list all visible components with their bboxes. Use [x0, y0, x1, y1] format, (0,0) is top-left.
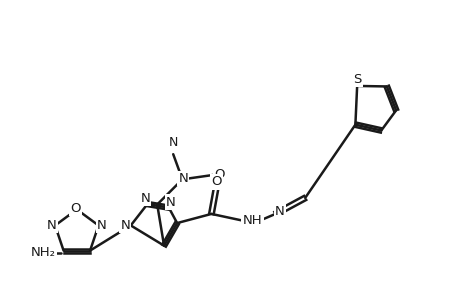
Text: O: O [71, 202, 81, 215]
Text: N: N [47, 219, 56, 232]
Text: S: S [352, 73, 361, 85]
Text: N: N [166, 196, 176, 208]
Text: N: N [97, 219, 106, 232]
Text: N: N [140, 192, 150, 205]
Text: O: O [214, 168, 224, 181]
Text: N: N [120, 219, 130, 232]
Text: N: N [178, 172, 188, 185]
Text: NH₂: NH₂ [30, 246, 56, 260]
Text: NH: NH [242, 214, 262, 227]
Text: O: O [211, 176, 222, 188]
Text: N: N [274, 205, 284, 218]
Text: N: N [168, 136, 178, 149]
